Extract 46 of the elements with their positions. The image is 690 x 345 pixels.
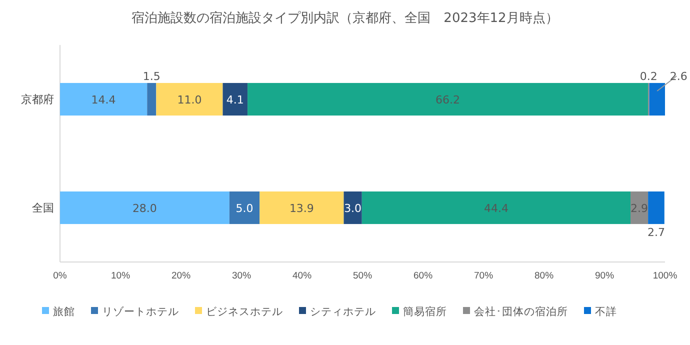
- data-label: 28.0: [132, 202, 157, 215]
- data-label: 5.0: [236, 202, 254, 215]
- x-tick-label: 80%: [534, 270, 554, 282]
- bar: [229, 191, 260, 224]
- legend-label: 会社･団体の宿泊所: [474, 305, 568, 318]
- data-label: 4.1: [226, 93, 244, 106]
- x-tick-label: 70%: [474, 270, 494, 282]
- data-label: 2.7: [647, 226, 665, 240]
- x-tick-label: 100%: [652, 270, 678, 282]
- x-tick-label: 10%: [110, 270, 131, 282]
- data-label: 2.6: [670, 70, 688, 83]
- x-tick-label: 60%: [413, 270, 434, 282]
- legend-label: 不詳: [595, 305, 617, 318]
- y-tick-label: 京都府: [21, 92, 54, 106]
- data-label: 66.2: [436, 93, 460, 106]
- data-label: 11.0: [177, 93, 202, 106]
- bar: [362, 191, 631, 224]
- bar: [649, 82, 665, 116]
- data-label: 3.0: [344, 202, 362, 215]
- legend-label: 簡易宿所: [403, 305, 447, 318]
- data-label: 0.2: [640, 70, 658, 83]
- bar: [156, 82, 223, 116]
- bar: [60, 82, 148, 116]
- x-tick-label: 50%: [352, 270, 373, 282]
- data-label: 13.9: [289, 202, 314, 215]
- legend-label: シティホテル: [310, 306, 376, 318]
- data-label: 1.5: [142, 70, 160, 83]
- legend-label: 旅館: [53, 305, 75, 318]
- x-tick-label: 40%: [292, 270, 312, 282]
- bar: [222, 82, 248, 116]
- bar: [248, 82, 648, 116]
- data-label: 14.4: [91, 93, 116, 106]
- y-tick-label: 全国: [32, 202, 54, 214]
- bar: [344, 191, 362, 224]
- x-tick-label: 20%: [171, 270, 192, 282]
- x-tick-label: 0%: [53, 270, 68, 282]
- legend-label: ビジネスホテル: [206, 306, 283, 318]
- bar: [147, 82, 156, 116]
- legend-label: リゾートホテル: [102, 305, 179, 318]
- bar: [60, 191, 230, 224]
- bar: [648, 191, 664, 224]
- data-label: 44.4: [484, 202, 508, 215]
- bar: [260, 191, 344, 224]
- x-tick-label: 90%: [594, 270, 615, 282]
- chart-title: 宿泊施設数の宿泊施設タイプ別内訳（京都府、全国 2023年12月時点）: [132, 10, 558, 26]
- x-tick-label: 30%: [232, 270, 252, 282]
